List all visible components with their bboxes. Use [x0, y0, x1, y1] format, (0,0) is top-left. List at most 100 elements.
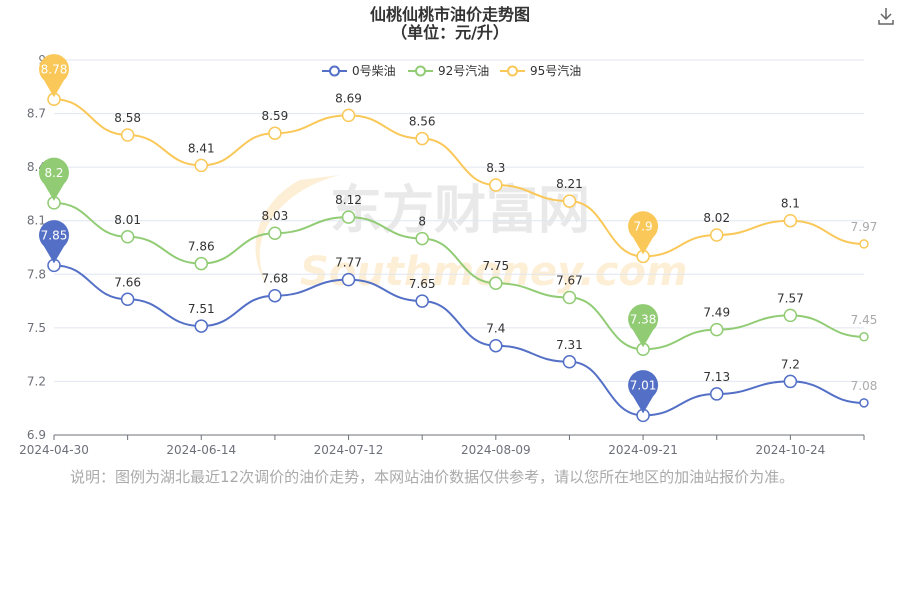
- data-point[interactable]: [194, 256, 209, 271]
- data-point[interactable]: [709, 228, 724, 242]
- data-label: 7.97: [851, 220, 878, 234]
- pin-label: 7.9: [634, 219, 653, 233]
- data-point[interactable]: [562, 290, 577, 305]
- legend-label: 95号汽油: [530, 63, 581, 78]
- data-label: 8.01: [114, 213, 141, 227]
- data-label: 8.21: [556, 177, 583, 191]
- data-point[interactable]: [268, 288, 282, 303]
- pin-shape: [39, 157, 69, 201]
- x-tick-label: 2024-10-24: [755, 443, 825, 457]
- legend-item[interactable]: 95号汽油: [500, 63, 581, 78]
- data-point[interactable]: [120, 128, 135, 142]
- y-axis: 6.97.27.57.88.18.48.79: [27, 53, 46, 442]
- legend-marker: [507, 65, 518, 77]
- data-point[interactable]: [489, 276, 503, 290]
- data-point[interactable]: [341, 210, 356, 224]
- legend-item[interactable]: 0号柴油: [322, 64, 396, 78]
- y-tick-label: 7.5: [27, 321, 46, 335]
- max-pin: 7.85: [39, 220, 69, 264]
- data-point[interactable]: [489, 338, 503, 353]
- data-point[interactable]: [415, 294, 429, 308]
- data-point[interactable]: [489, 178, 503, 192]
- max-pin: 8.2: [39, 157, 69, 201]
- pin-label: 7.85: [41, 228, 68, 242]
- data-point[interactable]: [268, 126, 282, 140]
- data-label: 8.58: [114, 111, 141, 125]
- legend-marker: [329, 65, 340, 77]
- legend-label: 0号柴油: [352, 64, 396, 78]
- x-tick-label: 2024-09-21: [608, 443, 678, 457]
- data-point[interactable]: [859, 398, 869, 408]
- grid: [54, 59, 864, 436]
- data-point[interactable]: [562, 194, 577, 208]
- y-tick-label: 7.2: [27, 374, 46, 388]
- data-label: 7.67: [556, 274, 583, 288]
- data-label: 8.41: [188, 141, 215, 155]
- min-pin: 7.01: [628, 370, 659, 414]
- data-point[interactable]: [341, 272, 356, 287]
- pin-shape: [39, 220, 69, 264]
- data-point[interactable]: [562, 355, 577, 369]
- data-point[interactable]: [415, 131, 429, 146]
- pin-shape: [628, 211, 659, 255]
- x-tick-label: 2024-06-14: [166, 443, 236, 457]
- x-tick-label: 2024-08-09: [461, 443, 531, 457]
- data-point[interactable]: [268, 226, 282, 240]
- data-point[interactable]: [120, 230, 135, 244]
- data-label: 7.75: [482, 259, 509, 273]
- data-point[interactable]: [859, 239, 869, 249]
- x-tick-label: 2024-07-12: [314, 443, 384, 457]
- data-label: 7.49: [703, 306, 730, 320]
- pin-label: 8.2: [44, 166, 63, 180]
- data-label: 7.65: [409, 277, 436, 291]
- data-point[interactable]: [859, 332, 869, 342]
- pin-label: 7.38: [630, 312, 657, 326]
- chart-subtitle: （单位：元/升）: [391, 23, 509, 42]
- data-label: 8: [418, 215, 426, 229]
- data-point[interactable]: [783, 213, 798, 228]
- max-pin: 8.78: [39, 54, 69, 98]
- pins: 7.85 7.01 8.2 7.38 8.78 7.9: [39, 54, 659, 414]
- data-label: 7.08: [851, 379, 878, 393]
- data-label: 7.77: [335, 256, 362, 270]
- data-point[interactable]: [194, 319, 209, 333]
- data-label: 7.66: [114, 275, 141, 289]
- data-point[interactable]: [709, 322, 724, 337]
- pin-shape: [39, 54, 69, 98]
- min-pin: 7.9: [628, 211, 659, 255]
- watermark: 东方财富网 Southmoney.com: [255, 175, 688, 295]
- y-tick-label: 7.8: [27, 267, 46, 281]
- data-point[interactable]: [194, 158, 209, 173]
- data-label: 8.1: [781, 197, 800, 211]
- download-icon: [878, 8, 894, 25]
- data-label: 8.56: [409, 115, 436, 129]
- data-label: 7.86: [188, 240, 215, 254]
- legend-label: 92号汽油: [438, 63, 489, 78]
- y-tick-label: 8.1: [27, 214, 46, 228]
- pin-label: 7.01: [630, 378, 657, 392]
- legend: 0号柴油 92号汽油 95号汽油: [322, 63, 581, 78]
- pin-label: 8.78: [41, 62, 68, 76]
- data-point[interactable]: [709, 387, 724, 401]
- watermark-swoosh: [255, 175, 340, 290]
- x-tick-label: 2024-04-30: [19, 443, 89, 457]
- download-button[interactable]: [876, 6, 896, 26]
- pin-shape: [628, 370, 659, 414]
- data-point[interactable]: [783, 308, 798, 323]
- data-label: 7.2: [781, 357, 800, 371]
- data-point[interactable]: [341, 108, 356, 123]
- data-label: 7.13: [703, 370, 730, 384]
- series-labels: 7.66 7.51 7.68 7.77 7.65 7.4 7.31 7.13 7.2 7.08 8.…: [114, 91, 877, 393]
- data-label: 7.31: [556, 338, 583, 352]
- data-point[interactable]: [783, 374, 798, 389]
- x-axis: 2024-04-30 2024-06-14 2024-07-12 2024-08-09…: [19, 434, 865, 457]
- series-points: [47, 92, 869, 423]
- data-label: 8.03: [262, 209, 289, 223]
- data-point[interactable]: [120, 292, 135, 307]
- data-point[interactable]: [415, 231, 429, 246]
- data-label: 8.02: [703, 211, 730, 225]
- legend-item[interactable]: 92号汽油: [408, 63, 489, 78]
- data-label: 8.3: [486, 161, 505, 175]
- data-label: 7.45: [851, 313, 878, 327]
